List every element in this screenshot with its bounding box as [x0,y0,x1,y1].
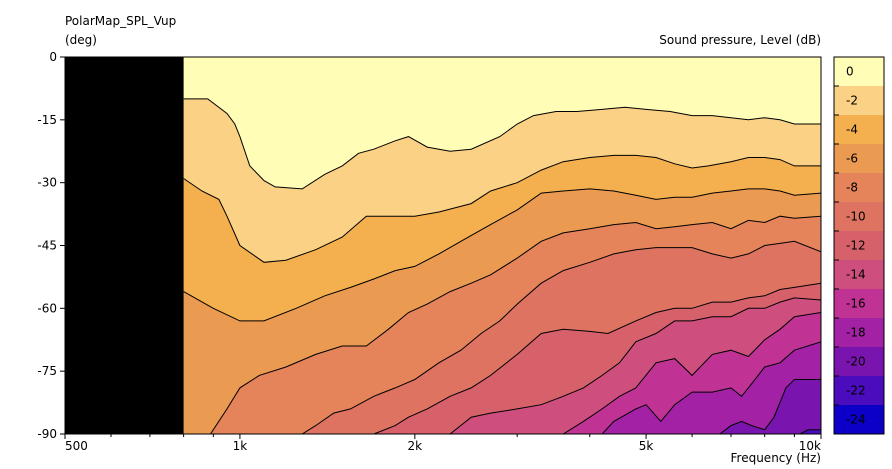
colorbar-level-label: -12 [846,239,866,253]
x-tick-label: 5k [639,439,654,453]
y-tick-label: -60 [37,301,57,315]
no-data-region [65,57,184,434]
colorbar-swatch [834,231,884,261]
contour-line [601,341,821,434]
colorbar-swatch [834,173,884,203]
colorbar-level-label: -14 [846,268,866,282]
contour-line [301,240,821,434]
band-10 [719,379,821,434]
colorbar-swatch [834,144,884,174]
contour-line [183,98,821,190]
x-axis-ticks: 500 1k 2k 5k 10k [64,434,822,453]
x-tick-label: 2k [408,439,423,453]
colorbar-swatch [834,318,884,348]
contour-line [183,188,821,322]
band-9 [602,341,821,434]
contour-line [183,215,821,434]
x-tick-label: 10k [799,439,821,453]
colorbar-level-label: -20 [846,355,866,369]
y-tick-label: -75 [37,364,57,378]
colorbar-level-label: -4 [846,123,858,137]
y-tick-label: -90 [37,427,57,441]
colorbar-level-label: -24 [846,413,866,427]
contour-lines [183,98,821,434]
y-axis-ticks: 0 -15 -30 -45 -60 -75 -90 [37,50,65,441]
contour-line [183,154,821,263]
colorbar-level-label: 0 [846,65,854,79]
contour-line [799,429,821,434]
colorbar-swatch [834,202,884,232]
colorbar-swatch [834,260,884,290]
colorbar-level-label: -6 [846,152,858,166]
colorbar-swatch [834,405,884,435]
colorbar-level-label: -18 [846,326,866,340]
y-tick-label: -30 [37,176,57,190]
colorbar-level-label: -2 [846,94,858,108]
colorbar-swatch [834,86,884,116]
contour-line [719,379,821,434]
y-tick-label: -45 [37,239,57,253]
colorbar-swatch [834,289,884,319]
chart-title: PolarMap_SPL_Vup [65,14,176,28]
colorbar-level-label: -8 [846,181,858,195]
colorbar-swatch [834,57,884,87]
contour-line [373,282,821,434]
y-axis-label: (deg) [65,33,97,47]
colorbar-swatch [834,115,884,145]
colorbar-label: Sound pressure, Level (dB) [659,33,821,47]
colorbar-frame [833,56,885,435]
colorbar-level-label: -10 [846,210,866,224]
contour-plot-area [65,57,821,434]
colorbar-legend: 0 -2 -4 -6 -8 -10 -12 -14 -16 -18 -20 -22 -24 [833,56,885,435]
colorbar-level-label: -22 [846,384,866,398]
x-axis-label: Frequency (Hz) [731,451,822,465]
colorbar-swatch [834,347,884,377]
band-11 [800,429,821,434]
x-tick-label: 1k [233,439,248,453]
y-tick-label: -15 [37,113,57,127]
colorbar-level-label: -16 [846,297,866,311]
colorbar-swatch [834,376,884,406]
x-tick-label: 500 [65,439,88,453]
contour-line [562,312,821,434]
contour-line [449,297,821,434]
y-tick-label: 0 [49,50,57,64]
